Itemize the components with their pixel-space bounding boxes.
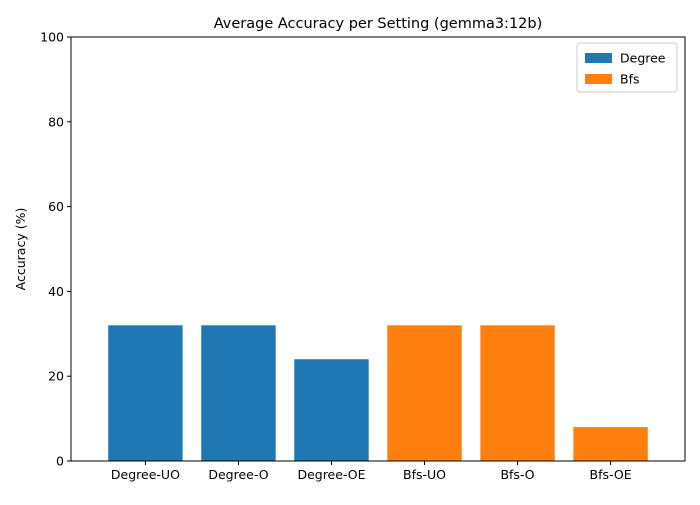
legend-label-bfs: Bfs — [620, 72, 640, 87]
y-tick-label: 40 — [48, 284, 64, 299]
plot-frame — [70, 36, 686, 462]
y-tick-label: 60 — [48, 199, 64, 214]
x-axis-ticks: Degree-UO Degree-O Degree-OE Bfs-UO Bfs-O Bfs… — [111, 461, 632, 482]
chart-title: Average Accuracy per Setting (gemma3:12b… — [214, 16, 543, 32]
bars-group — [108, 325, 648, 461]
bar-degree-uo — [108, 325, 183, 461]
legend: Degree Bfs — [576, 42, 678, 93]
x-tick-label: Degree-O — [208, 467, 268, 482]
bar-degree-o — [201, 325, 276, 461]
legend-label-degree: Degree — [620, 51, 666, 66]
y-axis-label: Accuracy (%) — [13, 208, 28, 291]
bar-degree-oe — [294, 359, 369, 461]
x-tick-label: Bfs-OE — [590, 467, 632, 482]
y-tick-label: 100 — [40, 30, 64, 45]
x-tick-label: Bfs-UO — [403, 467, 446, 482]
x-tick-label: Bfs-O — [500, 467, 534, 482]
y-tick-label: 80 — [48, 114, 64, 129]
x-tick-label: Degree-OE — [297, 467, 365, 482]
x-tick-label: Degree-UO — [111, 467, 180, 482]
legend-swatch-bfs — [585, 74, 612, 84]
y-tick-label: 20 — [48, 369, 64, 384]
bar-bfs-oe — [573, 427, 648, 461]
y-tick-label: 0 — [56, 454, 64, 469]
legend-swatch-degree — [585, 53, 612, 63]
bar-bfs-uo — [387, 325, 462, 461]
y-axis-ticks: 0 20 40 60 80 100 — [40, 30, 71, 469]
bar-bfs-o — [480, 325, 555, 461]
